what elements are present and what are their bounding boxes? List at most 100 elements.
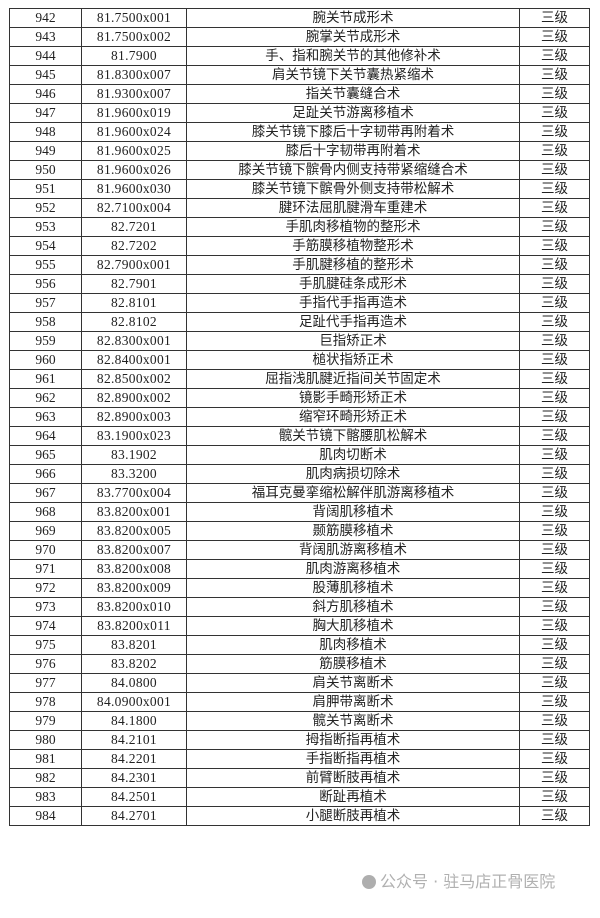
procedure-code-cell: 83.8201 bbox=[81, 635, 187, 655]
row-number-cell: 971 bbox=[9, 559, 82, 579]
grade-level-cell: 三级 bbox=[519, 407, 590, 427]
procedure-name-cell: 胸大肌移植术 bbox=[186, 616, 520, 636]
procedure-code-cell: 81.9600x019 bbox=[81, 103, 187, 123]
grade-level-cell: 三级 bbox=[519, 122, 590, 142]
table-row: 977 84.0800 肩关节离断术 三级 bbox=[9, 673, 590, 693]
wechat-icon bbox=[362, 875, 376, 889]
procedure-name-cell: 肩关节镜下关节囊热紧缩术 bbox=[186, 65, 520, 85]
grade-level-cell: 三级 bbox=[519, 730, 590, 750]
grade-level-cell: 三级 bbox=[519, 521, 590, 541]
procedure-name-cell: 手肌肉移植物的整形术 bbox=[186, 217, 520, 237]
procedure-code-cell: 83.8200x011 bbox=[81, 616, 187, 636]
procedure-name-cell: 髋关节离断术 bbox=[186, 711, 520, 731]
table-row: 963 82.8900x003 缩窄环畸形矫正术 三级 bbox=[9, 407, 590, 427]
procedure-code-cell: 81.9600x026 bbox=[81, 160, 187, 180]
table-row: 944 81.7900 手、指和腕关节的其他修补术 三级 bbox=[9, 46, 590, 66]
row-number-cell: 964 bbox=[9, 426, 82, 446]
procedure-name-cell: 指关节囊缝合术 bbox=[186, 84, 520, 104]
row-number-cell: 982 bbox=[9, 768, 82, 788]
procedure-code-cell: 83.8200x007 bbox=[81, 540, 187, 560]
table-row: 953 82.7201 手肌肉移植物的整形术 三级 bbox=[9, 217, 590, 237]
grade-level-cell: 三级 bbox=[519, 160, 590, 180]
table-row: 984 84.2701 小腿断肢再植术 三级 bbox=[9, 806, 590, 826]
procedure-code-cell: 81.7500x001 bbox=[81, 8, 187, 28]
table-row: 971 83.8200x008 肌肉游离移植术 三级 bbox=[9, 559, 590, 579]
procedure-code-cell: 84.2101 bbox=[81, 730, 187, 750]
procedure-name-cell: 屈指浅肌腱近指间关节固定术 bbox=[186, 369, 520, 389]
table-row: 978 84.0900x001 肩胛带离断术 三级 bbox=[9, 692, 590, 712]
procedure-name-cell: 膝关节镜下髌骨内侧支持带紧缩缝合术 bbox=[186, 160, 520, 180]
grade-level-cell: 三级 bbox=[519, 103, 590, 123]
row-number-cell: 980 bbox=[9, 730, 82, 750]
table-row: 965 83.1902 肌肉切断术 三级 bbox=[9, 445, 590, 465]
procedure-name-cell: 肩关节离断术 bbox=[186, 673, 520, 693]
procedure-name-cell: 腕关节成形术 bbox=[186, 8, 520, 28]
procedure-name-cell: 巨指矫正术 bbox=[186, 331, 520, 351]
procedure-code-cell: 81.9300x007 bbox=[81, 84, 187, 104]
grade-level-cell: 三级 bbox=[519, 711, 590, 731]
grade-level-cell: 三级 bbox=[519, 369, 590, 389]
row-number-cell: 978 bbox=[9, 692, 82, 712]
row-number-cell: 944 bbox=[9, 46, 82, 66]
procedure-code-cell: 84.0900x001 bbox=[81, 692, 187, 712]
grade-level-cell: 三级 bbox=[519, 559, 590, 579]
table-row: 951 81.9600x030 膝关节镜下髌骨外侧支持带松解术 三级 bbox=[9, 179, 590, 199]
row-number-cell: 961 bbox=[9, 369, 82, 389]
table-row: 979 84.1800 髋关节离断术 三级 bbox=[9, 711, 590, 731]
table-row: 946 81.9300x007 指关节囊缝合术 三级 bbox=[9, 84, 590, 104]
grade-level-cell: 三级 bbox=[519, 84, 590, 104]
table-row: 961 82.8500x002 屈指浅肌腱近指间关节固定术 三级 bbox=[9, 369, 590, 389]
procedure-code-cell: 83.8200x005 bbox=[81, 521, 187, 541]
procedure-name-cell: 颞筋膜移植术 bbox=[186, 521, 520, 541]
procedure-name-cell: 手、指和腕关节的其他修补术 bbox=[186, 46, 520, 66]
table-row: 943 81.7500x002 腕掌关节成形术 三级 bbox=[9, 27, 590, 47]
row-number-cell: 942 bbox=[9, 8, 82, 28]
procedure-code-cell: 82.8102 bbox=[81, 312, 187, 332]
row-number-cell: 949 bbox=[9, 141, 82, 161]
table-row: 968 83.8200x001 背阔肌移植术 三级 bbox=[9, 502, 590, 522]
procedure-name-cell: 膝关节镜下膝后十字韧带再附着术 bbox=[186, 122, 520, 142]
row-number-cell: 970 bbox=[9, 540, 82, 560]
procedure-code-cell: 83.8200x009 bbox=[81, 578, 187, 598]
grade-level-cell: 三级 bbox=[519, 654, 590, 674]
procedure-name-cell: 手肌腱硅条成形术 bbox=[186, 274, 520, 294]
procedure-name-cell: 腕掌关节成形术 bbox=[186, 27, 520, 47]
row-number-cell: 981 bbox=[9, 749, 82, 769]
procedure-code-cell: 82.7900x001 bbox=[81, 255, 187, 275]
procedure-code-cell: 81.7900 bbox=[81, 46, 187, 66]
table-row: 950 81.9600x026 膝关节镜下髌骨内侧支持带紧缩缝合术 三级 bbox=[9, 160, 590, 180]
procedure-code-cell: 84.1800 bbox=[81, 711, 187, 731]
procedure-name-cell: 断趾再植术 bbox=[186, 787, 520, 807]
procedure-name-cell: 福耳克曼挛缩松解伴肌游离移植术 bbox=[186, 483, 520, 503]
grade-level-cell: 三级 bbox=[519, 483, 590, 503]
grade-level-cell: 三级 bbox=[519, 293, 590, 313]
row-number-cell: 943 bbox=[9, 27, 82, 47]
grade-level-cell: 三级 bbox=[519, 217, 590, 237]
table-row: 956 82.7901 手肌腱硅条成形术 三级 bbox=[9, 274, 590, 294]
grade-level-cell: 三级 bbox=[519, 198, 590, 218]
row-number-cell: 959 bbox=[9, 331, 82, 351]
grade-level-cell: 三级 bbox=[519, 806, 590, 826]
grade-level-cell: 三级 bbox=[519, 65, 590, 85]
procedure-name-cell: 手指断指再植术 bbox=[186, 749, 520, 769]
grade-level-cell: 三级 bbox=[519, 179, 590, 199]
row-number-cell: 953 bbox=[9, 217, 82, 237]
grade-level-cell: 三级 bbox=[519, 27, 590, 47]
procedure-name-cell: 肌肉移植术 bbox=[186, 635, 520, 655]
row-number-cell: 960 bbox=[9, 350, 82, 370]
table-row: 966 83.3200 肌肉病损切除术 三级 bbox=[9, 464, 590, 484]
procedure-code-cell: 82.8300x001 bbox=[81, 331, 187, 351]
grade-level-cell: 三级 bbox=[519, 445, 590, 465]
table-row: 975 83.8201 肌肉移植术 三级 bbox=[9, 635, 590, 655]
table-row: 981 84.2201 手指断指再植术 三级 bbox=[9, 749, 590, 769]
procedure-code-cell: 84.2501 bbox=[81, 787, 187, 807]
table-row: 974 83.8200x011 胸大肌移植术 三级 bbox=[9, 616, 590, 636]
procedure-code-cell: 82.8900x002 bbox=[81, 388, 187, 408]
table-row: 972 83.8200x009 股薄肌移植术 三级 bbox=[9, 578, 590, 598]
grade-level-cell: 三级 bbox=[519, 768, 590, 788]
row-number-cell: 962 bbox=[9, 388, 82, 408]
table-row: 976 83.8202 筋膜移植术 三级 bbox=[9, 654, 590, 674]
table-row: 962 82.8900x002 镜影手畸形矫正术 三级 bbox=[9, 388, 590, 408]
watermark-text: 公众号 · 驻马店正骨医院 bbox=[380, 872, 556, 891]
row-number-cell: 958 bbox=[9, 312, 82, 332]
